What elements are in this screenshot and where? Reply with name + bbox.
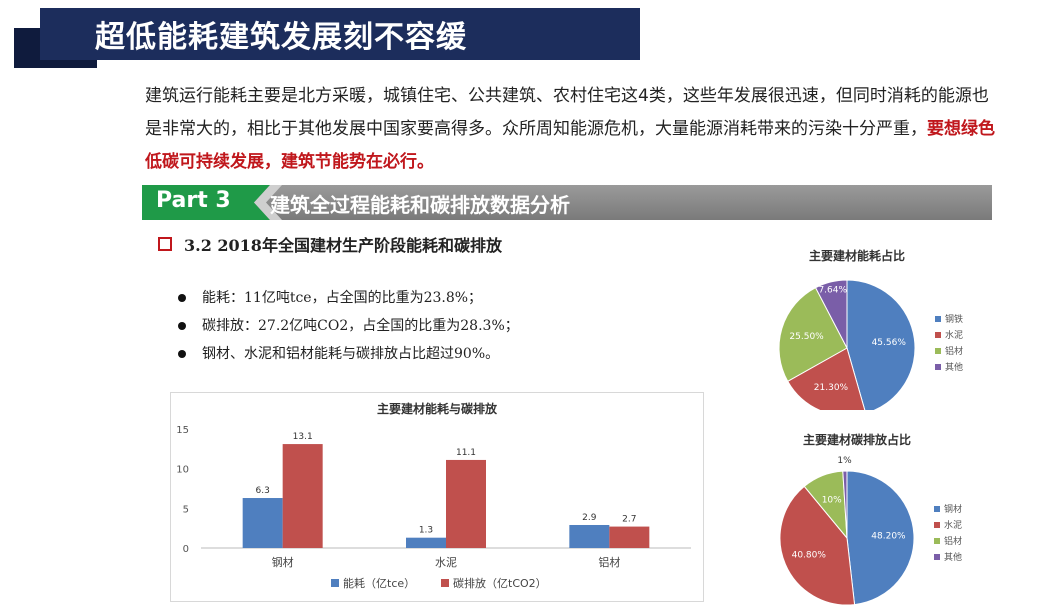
title-banner <box>40 8 640 60</box>
legend-label: 水泥 <box>945 329 963 341</box>
pie-slice <box>846 279 916 410</box>
bar-value-label: 2.7 <box>622 515 636 525</box>
legend-label: 钢铁 <box>945 313 963 325</box>
x-tick-label: 钢材 <box>272 555 294 569</box>
legend-swatch <box>935 316 941 322</box>
legend-swatch <box>934 522 940 528</box>
bar-value-label: 13.1 <box>293 432 313 442</box>
part-title: 建筑全过程能耗和碳排放数据分析 <box>270 193 570 217</box>
pie-value-label: 1% <box>837 456 852 466</box>
section-title: 3.2 2018年全国建材生产阶段能耗和碳排放 <box>184 236 502 255</box>
pie-slice <box>814 279 848 349</box>
legend-swatch <box>441 579 449 587</box>
bullet-list: 能耗：11亿吨tce，占全国的比重为23.8%； 碳排放：27.2亿吨CO2，占… <box>178 284 519 368</box>
pie-value-label: 10% <box>822 495 842 505</box>
legend-swatch <box>935 348 941 354</box>
pie-value-label: 7.64% <box>818 286 847 296</box>
bullet-dot-icon <box>178 322 186 330</box>
legend-label: 水泥 <box>944 519 962 531</box>
x-tick-label: 水泥 <box>435 556 457 569</box>
legend-swatch <box>934 538 940 544</box>
bar-value-label: 11.1 <box>456 448 476 458</box>
pie-slice <box>842 470 848 539</box>
x-tick-label: 铝材 <box>598 555 620 569</box>
legend-label: 能耗（亿tce） <box>343 576 415 590</box>
bar-value-label: 2.9 <box>582 513 597 523</box>
legend-label: 钢材 <box>944 503 962 515</box>
bullet-item: 钢材、水泥和铝材能耗与碳排放占比超过90%。 <box>178 340 519 368</box>
bar-value-label: 1.3 <box>419 526 433 536</box>
pie-slice <box>787 347 866 410</box>
bullet-dot-icon <box>178 350 186 358</box>
bar <box>282 444 323 548</box>
bullet-dot-icon <box>178 294 186 302</box>
legend-swatch <box>935 332 941 338</box>
pie-value-label: 45.56% <box>872 338 907 348</box>
bullet-item: 能耗：11亿吨tce，占全国的比重为23.8%； <box>178 284 519 312</box>
bar <box>406 537 446 548</box>
part-label: Part 3 <box>156 188 231 213</box>
pie-value-label: 40.80% <box>792 550 827 560</box>
pie-value-label: 25.50% <box>789 332 824 342</box>
legend-swatch <box>934 554 940 560</box>
legend-label: 碳排放（亿tCO2） <box>453 576 547 590</box>
part-bar-gray <box>254 185 992 220</box>
legend-label: 铝材 <box>945 345 963 357</box>
bar <box>242 498 283 548</box>
part-bar: Part 3 建筑全过程能耗和碳排放数据分析 <box>142 185 992 220</box>
y-tick-label: 10 <box>176 465 189 476</box>
legend-label: 其他 <box>945 361 963 373</box>
intro-paragraph: 建筑运行能耗主要是北方采暖，城镇住宅、公共建筑、农村住宅这4类，这些年发展很迅速… <box>145 80 995 179</box>
intro-emphasis: 要想绿色低碳可持续发展，建筑节能势在必行。 <box>145 119 995 172</box>
bar <box>569 524 610 548</box>
bar <box>446 459 486 548</box>
legend-swatch <box>331 579 339 587</box>
y-tick-label: 0 <box>183 544 189 555</box>
y-tick-label: 5 <box>183 504 189 515</box>
pie-slice <box>779 485 856 606</box>
legend-swatch <box>935 364 941 370</box>
bar-value-label: 6.3 <box>256 486 270 496</box>
pie-slice <box>778 287 848 382</box>
legend-label: 其他 <box>944 551 962 563</box>
y-tick-label: 15 <box>176 425 189 436</box>
section-square-icon <box>158 237 172 251</box>
intro-text: 建筑运行能耗主要是北方采暖，城镇住宅、公共建筑、农村住宅这4类，这些年发展很迅速… <box>145 86 989 139</box>
legend-swatch <box>934 506 940 512</box>
pie-title: 主要建材碳排放占比 <box>803 432 911 447</box>
pie-title: 主要建材能耗占比 <box>809 248 905 263</box>
bar-chart: 主要建材能耗与碳排放 0 5 10 15 6.3 13.1 钢材 1.3 11.1 水泥 2.9 2.7… <box>176 401 691 590</box>
legend-label: 铝材 <box>944 535 962 547</box>
pie-value-label: 48.20% <box>871 532 906 542</box>
bar-chart-panel: 主要建材能耗与碳排放 0 5 10 15 6.3 13.1 钢材 1.3 11.1 水泥 2.9 2.7… <box>170 392 704 602</box>
part-bar-arrow <box>142 185 282 220</box>
bullet-item: 碳排放：27.2亿吨CO2，占全国的比重为28.3%； <box>178 312 519 340</box>
bar-chart-title: 主要建材能耗与碳排放 <box>377 401 498 416</box>
bar <box>609 526 650 548</box>
pie-slice <box>846 470 915 606</box>
pie-value-label: 21.30% <box>814 383 849 393</box>
page-title: 超低能耗建筑发展刻不容缓 <box>95 20 467 55</box>
